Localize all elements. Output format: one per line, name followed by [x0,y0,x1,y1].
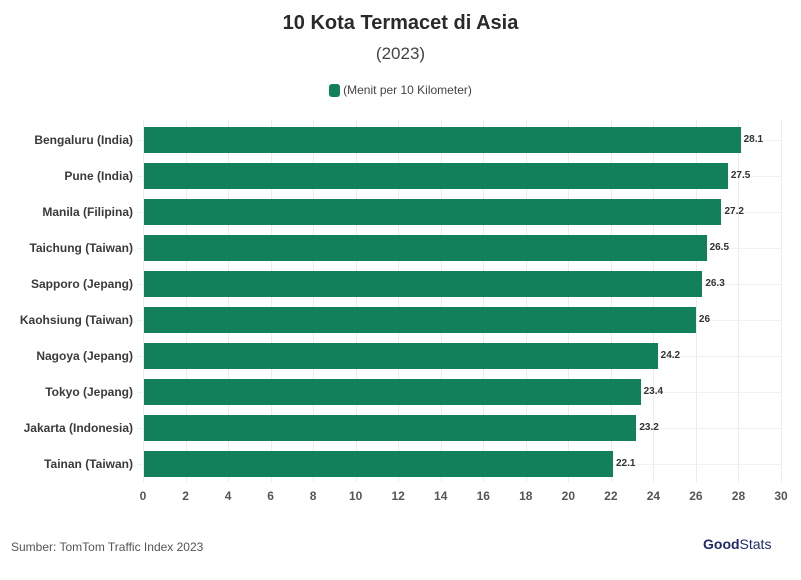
x-tick-label: 24 [646,489,661,503]
bar-value-label: 24.2 [660,350,681,361]
chart-subtitle: (2023) [375,44,426,63]
gridline [695,120,697,482]
category-label: Sapporo (Jepang) [30,277,133,291]
x-tick-label: 8 [309,489,317,503]
bar-value-label: 26.3 [705,278,725,289]
category-label: Taichung (Taiwan) [29,241,133,255]
x-tick-label: 26 [689,489,703,503]
bar[interactable] [144,379,641,405]
x-tick-label: 0 [139,489,147,503]
bar[interactable] [144,343,658,369]
gridline [313,120,315,482]
gridline [185,120,187,482]
x-tick-label: 4 [224,489,232,503]
x-tick-label: 14 [434,489,448,503]
x-tick-label: 30 [774,489,788,503]
category-label: Bengaluru (India) [34,133,133,147]
category-label: Tainan (Taiwan) [44,457,133,471]
gridline [228,120,230,482]
category-label: Jakarta (Indonesia) [23,421,133,435]
bar[interactable] [144,127,741,153]
bar-value-label: 28.1 [743,134,764,145]
gridline [483,120,485,482]
bar-value-label: 27.5 [730,170,751,181]
x-tick-label: 22 [604,489,618,503]
gridline [398,120,400,482]
bar[interactable] [144,415,637,441]
gridline [525,120,527,482]
bar-value-label: 26.5 [709,242,730,253]
gridline [355,120,357,482]
legend-label: (Menit per 10 Kilometer) [343,83,472,97]
gridline [440,120,442,482]
chart-title: 10 Kota Termacet di Asia [282,12,519,34]
x-tick-label: 18 [519,489,533,503]
bar[interactable] [144,235,707,261]
gridline [270,120,272,482]
category-label: Tokyo (Jepang) [45,385,133,399]
category-label: Pune (India) [64,169,133,183]
category-label: Kaohsiung (Taiwan) [19,313,133,327]
gridline [568,120,570,482]
gridline [653,120,655,482]
bar[interactable] [144,199,722,225]
bar-value-label: 26 [698,314,711,325]
x-tick-label: 12 [391,489,405,503]
bar-value-label: 23.4 [643,386,664,397]
legend-swatch-icon [329,83,341,97]
plot-area: 28.1 27.5 27.2 26.5 26.3 26 24.2 23.4 23.2 22.1 [137,120,782,482]
goodstats-logo: GoodStats [703,536,771,552]
category-label: Manila (Filipina) [42,205,133,219]
bar-value-label: 27.2 [724,206,744,217]
gridline [738,120,740,482]
x-tick-label: 2 [182,489,189,503]
x-tick-label: 20 [561,489,575,503]
gridline [143,120,144,482]
x-tick-label: 28 [731,489,746,503]
x-tick-label: 6 [267,489,274,503]
source-note: Sumber: TomTom Traffic Index 2023 [11,540,204,554]
bar[interactable] [144,271,703,297]
legend[interactable]: (Menit per 10 Kilometer) [0,83,801,97]
bar[interactable] [144,307,696,333]
category-label: Nagoya (Jepang) [36,349,133,363]
logo-stats: Stats [739,536,772,552]
logo-good: Good [703,536,740,552]
gridline [610,120,612,482]
bar[interactable] [144,451,613,477]
bar-value-label: 22.1 [615,458,636,469]
gridline [781,120,782,482]
bar-value-label: 23.2 [639,422,659,433]
bar[interactable] [144,163,728,189]
x-tick-label: 16 [476,489,490,503]
x-tick-label: 10 [348,489,363,503]
